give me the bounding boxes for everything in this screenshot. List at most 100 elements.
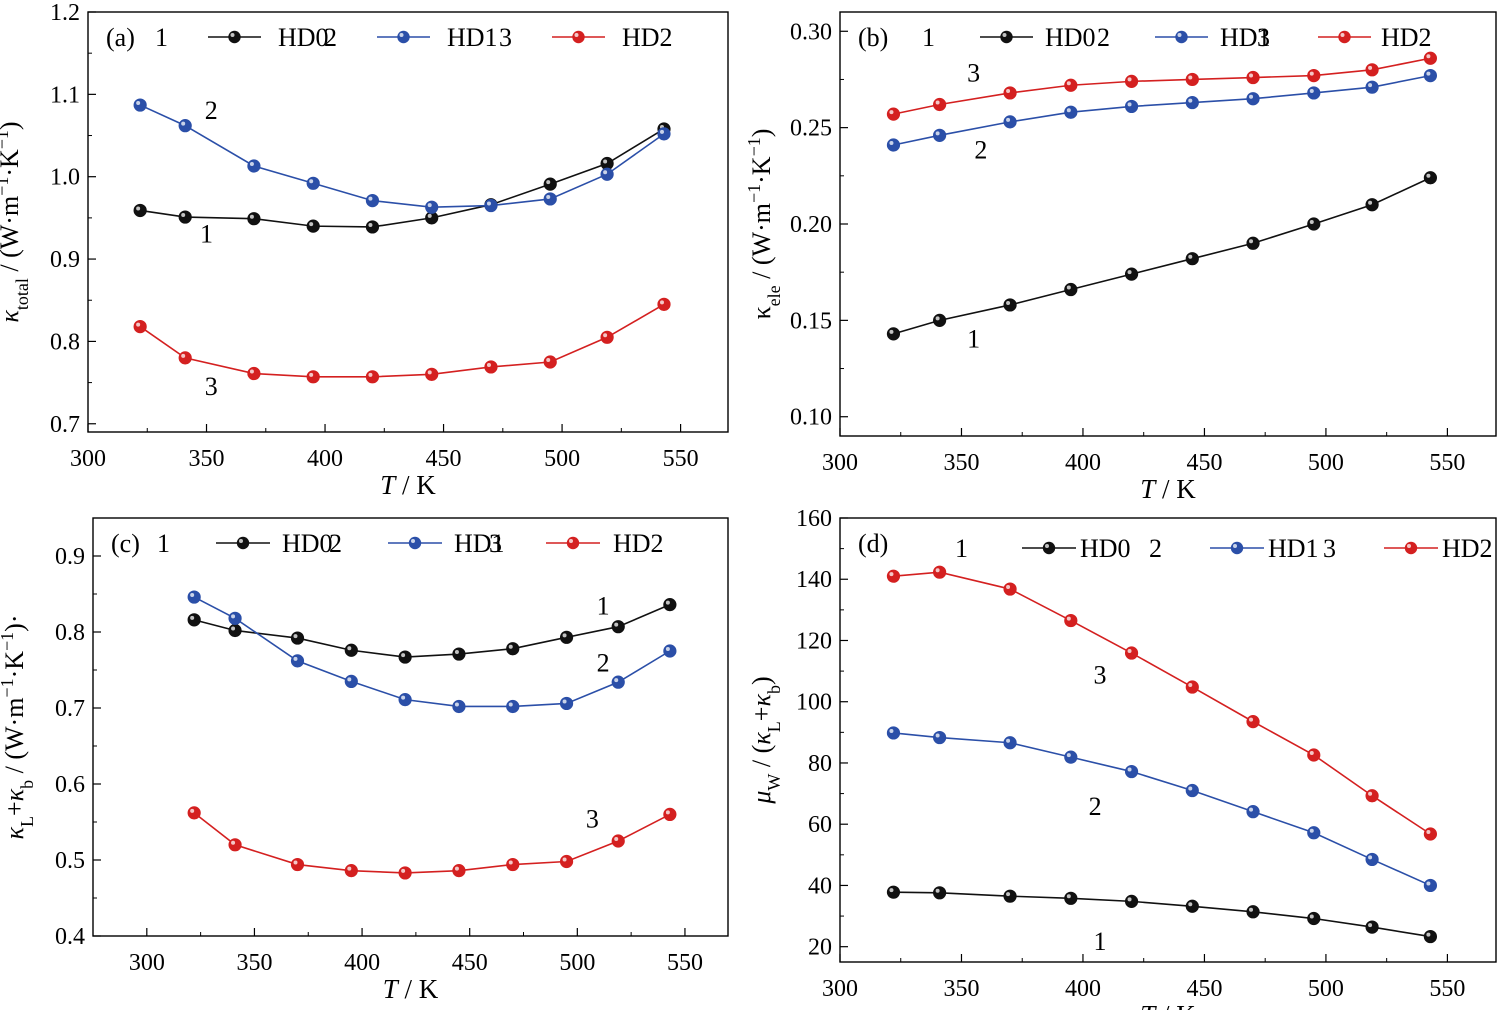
point-highlight [1066,81,1071,86]
legend-marker-highlight [1233,544,1237,548]
legend-item-hd2: 3 HD2 [1323,534,1493,563]
point-highlight [1426,932,1431,937]
point-highlight [665,810,670,815]
x-tick-label: 300 [822,450,858,476]
point-highlight [486,362,491,367]
data-point [1246,715,1260,729]
legend-item-hd0: 1 HD0 [922,23,1096,52]
point-highlight [1066,753,1071,758]
series-hd0 [886,171,1438,341]
point-highlight [1188,98,1193,103]
point-highlight [1006,738,1011,743]
series-line [193,603,671,658]
data-point [1423,69,1438,83]
point-highlight [309,179,314,184]
series-line [893,74,1431,146]
data-point [1423,929,1438,944]
data-point [933,886,947,900]
data-point [886,138,901,152]
legend-marker-highlight [230,33,235,37]
data-point [1365,852,1379,867]
y-axis-label: κL+κb / (W·m−1·K−1)· [0,614,37,839]
data-point [425,200,439,214]
point-highlight [614,678,619,683]
point-highlight [249,214,254,219]
data-point [1185,72,1199,87]
point-highlight [190,593,195,598]
point-highlight [1368,65,1373,70]
legend-number: 3 [1257,23,1270,52]
point-highlight [181,353,186,358]
data-point [133,98,147,112]
x-tick-label: 400 [307,446,343,472]
data-point [1423,171,1438,185]
data-point [1064,78,1078,92]
data-point [886,885,901,899]
data-point [1003,86,1017,100]
x-tick-label: 450 [1186,976,1222,1002]
y-tick-label: 0.25 [790,116,832,142]
curve-label: 1 [1093,927,1106,956]
data-point [1003,582,1017,596]
data-point [506,857,520,872]
point-highlight [401,695,406,700]
curve-label: 3 [967,58,980,87]
series-line [193,596,671,708]
data-point [543,355,557,369]
point-highlight [889,572,894,577]
data-point [1246,92,1260,106]
data-point [1124,99,1139,114]
point-highlight [1426,71,1431,76]
point-highlight [935,100,940,105]
legend-label: HD2 [622,23,673,52]
y-tick-label: 1.0 [50,165,80,191]
point-highlight [1249,73,1254,78]
y-tick-label: 120 [796,628,832,654]
series-hd1 [886,69,1438,152]
legend-marker-highlight [574,33,579,37]
legend-item-hd0: 1 HD0 [955,534,1131,563]
point-highlight [889,140,894,145]
point-highlight [1006,585,1011,590]
y-tick-label: 1.1 [50,82,80,108]
data-point [228,623,242,638]
legend-item-hd2: 3 HD2 [499,23,673,52]
y-tick-label: 0.8 [55,620,85,646]
data-point [933,730,947,745]
legend-label: HD1 [447,23,498,52]
y-tick-label: 0.15 [790,308,832,334]
data-point [933,128,947,142]
point-highlight [935,131,940,136]
data-point [1307,86,1321,100]
legend-marker-highlight [1045,544,1049,548]
legend-number: 1 [955,534,968,563]
point-highlight [368,196,373,201]
series-hd2 [886,51,1438,121]
series-hd1 [133,98,671,214]
point-highlight [546,180,551,185]
x-axis-label: T / K [1140,1000,1196,1010]
point-highlight [293,634,298,639]
point-highlight [1006,88,1011,93]
y-axis-label: κtotal / (W·m−1·K−1) [0,121,32,322]
curve-label: 1 [200,220,213,249]
data-point [1307,217,1321,231]
point-highlight [614,837,619,841]
data-point [506,699,520,714]
data-point [1124,74,1139,88]
point-highlight [1309,914,1314,919]
legend-item-hd1: 2 HD1 [329,529,505,558]
point-highlight [1249,717,1254,722]
panel-label: (b) [858,23,888,52]
chart-panel-a: 300 350 400 450 500 550 0.7 0.8 0.9 1.0 1.1 1.2 2 1 3 (… [0,0,729,500]
point-highlight [368,372,373,377]
series-hd2 [886,565,1438,841]
y-tick-label: 0.8 [50,329,80,355]
data-point [663,807,677,822]
series-line [893,891,1431,938]
point-highlight [1006,892,1011,897]
y-tick-label: 80 [808,751,832,777]
data-point [559,696,574,711]
point-highlight [1249,807,1254,812]
point-highlight [1426,173,1431,178]
